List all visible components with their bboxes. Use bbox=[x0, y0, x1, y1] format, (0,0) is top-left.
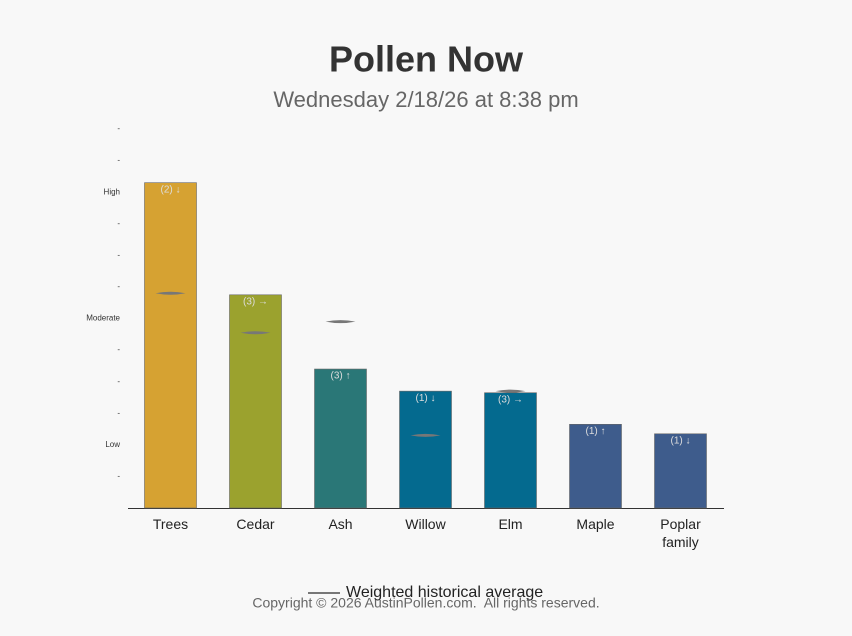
bar-annotation: (3) → bbox=[498, 394, 523, 405]
y-tick-label: - bbox=[117, 156, 120, 165]
bar bbox=[654, 433, 707, 509]
bar-annotation: (1) ↓ bbox=[671, 435, 691, 446]
historical-marker bbox=[495, 389, 526, 393]
y-tick-label: - bbox=[117, 377, 120, 386]
x-tick-label: Cedar bbox=[236, 516, 275, 532]
bar-annotation: (3) → bbox=[243, 296, 268, 307]
y-tick-label: - bbox=[117, 250, 120, 259]
x-tick-label: Willow bbox=[405, 516, 446, 532]
chart-title: Pollen Now bbox=[329, 39, 524, 80]
y-tick-label: - bbox=[117, 408, 120, 417]
y-tick-label: - bbox=[117, 345, 120, 354]
y-tick-label: Low bbox=[105, 440, 120, 449]
footer: Copyright © 2026 AustinPollen.com. All r… bbox=[252, 595, 599, 611]
historical-marker bbox=[155, 291, 186, 295]
legend-label: Weighted historical average bbox=[346, 584, 543, 601]
x-tick-label: Maple bbox=[576, 516, 615, 532]
bar bbox=[229, 294, 282, 509]
bar-annotation: (1) ↑ bbox=[586, 426, 606, 437]
y-tick-label: High bbox=[104, 187, 120, 196]
y-tick-label: - bbox=[117, 282, 120, 291]
x-tick-label: Trees bbox=[152, 516, 189, 532]
bar bbox=[569, 424, 622, 509]
x-tick-label: Ash bbox=[328, 516, 353, 532]
y-tick-label: - bbox=[117, 472, 120, 481]
y-tick-label: Moderate bbox=[86, 314, 120, 323]
y-tick-label: - bbox=[117, 219, 120, 228]
historical-marker bbox=[410, 433, 441, 437]
historical-marker bbox=[325, 320, 356, 324]
x-tick-label: Poplar family bbox=[660, 516, 701, 550]
x-tick-label: Elm bbox=[498, 516, 523, 532]
bar bbox=[144, 182, 197, 509]
historical-marker bbox=[240, 331, 271, 335]
bar-annotation: (3) ↑ bbox=[331, 371, 351, 382]
chart-subtitle: Wednesday 2/18/26 at 8:38 pm bbox=[273, 87, 578, 112]
y-tick-label: - bbox=[117, 124, 120, 133]
bar bbox=[399, 390, 452, 509]
bar-annotation: (2) ↓ bbox=[161, 184, 181, 195]
bar bbox=[484, 392, 537, 509]
bar-annotation: (1) ↓ bbox=[416, 393, 436, 404]
bar bbox=[314, 368, 367, 509]
